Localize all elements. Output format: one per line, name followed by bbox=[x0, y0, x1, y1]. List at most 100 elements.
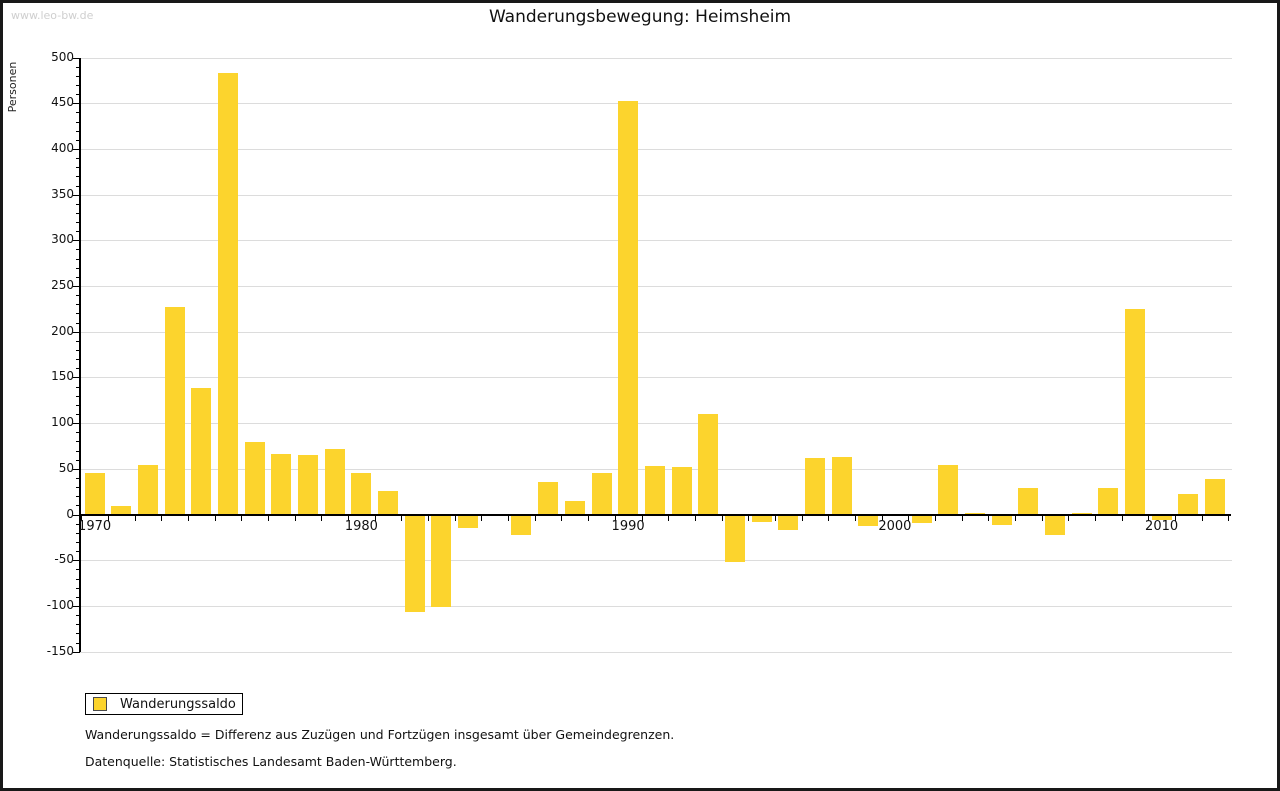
x-axis-tick bbox=[81, 515, 83, 521]
y-axis-tick bbox=[76, 587, 80, 589]
x-axis-tick bbox=[801, 515, 803, 521]
y-axis-tick bbox=[76, 541, 80, 543]
source-footnote: Datenquelle: Statistisches Landesamt Bad… bbox=[85, 754, 457, 769]
y-axis-tick bbox=[76, 304, 80, 306]
bar-1986 bbox=[511, 515, 532, 535]
y-axis-tick bbox=[76, 231, 80, 233]
y-axis-tick bbox=[76, 66, 80, 68]
y-axis-tick bbox=[73, 514, 80, 516]
y-axis-tick bbox=[76, 487, 80, 489]
x-axis-tick bbox=[428, 515, 430, 521]
y-axis-tick bbox=[76, 267, 80, 269]
x-axis-tick bbox=[854, 515, 856, 521]
x-axis-tick bbox=[108, 515, 109, 521]
y-axis-tick-label: 150 bbox=[51, 369, 74, 384]
y-axis-tick bbox=[76, 441, 80, 443]
bar-1973 bbox=[164, 307, 185, 515]
bar-1978 bbox=[298, 455, 318, 515]
y-axis-tick bbox=[73, 377, 80, 379]
y-axis-tick bbox=[73, 286, 80, 287]
bar-1981 bbox=[378, 490, 399, 515]
y-axis-tick bbox=[76, 505, 80, 507]
y-axis-tick bbox=[76, 121, 80, 123]
bar-1976 bbox=[244, 442, 265, 515]
x-axis-tick bbox=[534, 515, 536, 521]
x-axis-tick bbox=[268, 515, 269, 521]
y-axis-tick bbox=[73, 194, 80, 196]
x-axis-year-label: 1970 bbox=[78, 518, 112, 534]
x-axis-tick bbox=[588, 515, 590, 521]
y-axis-tick bbox=[76, 414, 80, 415]
bar-1992 bbox=[671, 467, 692, 515]
y-axis-tick-label: 300 bbox=[51, 232, 74, 247]
bar-1974 bbox=[191, 388, 212, 515]
y-axis-tick bbox=[76, 212, 80, 214]
x-axis-tick bbox=[774, 515, 776, 521]
y-axis-tick bbox=[76, 139, 80, 141]
y-axis-tick bbox=[73, 331, 80, 333]
y-axis-tick bbox=[76, 477, 80, 479]
y-axis-tick bbox=[76, 322, 80, 324]
y-axis-tick bbox=[76, 130, 80, 132]
definition-footnote: Wanderungssaldo = Differenz aus Zuzügen … bbox=[85, 727, 675, 742]
gridline bbox=[80, 148, 1232, 150]
x-axis-tick bbox=[561, 515, 563, 521]
x-axis-tick bbox=[294, 515, 296, 521]
x-axis-tick bbox=[188, 515, 189, 521]
chart-title: Wanderungsbewegung: Heimsheim bbox=[488, 7, 792, 27]
x-axis-year-label: 1980 bbox=[344, 518, 378, 534]
y-axis-tick bbox=[76, 258, 80, 260]
bar-2004 bbox=[991, 515, 1012, 525]
bar-1977 bbox=[271, 454, 292, 515]
gridline bbox=[80, 605, 1232, 607]
y-axis-tick bbox=[76, 359, 80, 361]
bar-2008 bbox=[1098, 488, 1119, 515]
y-axis-tick bbox=[73, 57, 80, 59]
x-axis-year-label: 2000 bbox=[878, 518, 912, 534]
bar-1983 bbox=[431, 515, 452, 607]
x-axis-tick bbox=[694, 515, 696, 521]
y-axis-tick bbox=[76, 112, 80, 114]
x-axis-tick bbox=[1228, 515, 1230, 521]
bar-1980 bbox=[351, 472, 372, 515]
y-axis-tick bbox=[73, 103, 80, 105]
bar-1988 bbox=[564, 500, 585, 515]
x-axis-tick bbox=[481, 515, 483, 521]
y-axis-tick bbox=[76, 203, 80, 205]
x-axis-tick bbox=[668, 515, 670, 521]
bar-2001 bbox=[911, 515, 932, 523]
legend: Wanderungssaldo bbox=[85, 693, 243, 715]
y-axis-tick bbox=[76, 633, 80, 635]
y-axis-tick bbox=[76, 158, 80, 159]
x-axis-tick bbox=[1201, 515, 1203, 521]
y-axis-tick-label: 200 bbox=[51, 323, 74, 338]
y-axis-tick bbox=[76, 596, 80, 598]
y-axis-tick bbox=[76, 176, 80, 178]
y-axis-tick bbox=[76, 615, 80, 616]
bar-1970 bbox=[84, 472, 105, 515]
bar-2011 bbox=[1178, 494, 1199, 515]
x-axis-tick bbox=[374, 515, 376, 521]
bar-1990 bbox=[618, 100, 639, 515]
gridline bbox=[80, 194, 1232, 196]
x-axis-year-label: 1990 bbox=[611, 518, 645, 534]
bar-1999 bbox=[858, 515, 879, 526]
gridline bbox=[80, 103, 1232, 105]
x-axis-tick bbox=[214, 515, 216, 521]
y-axis-tick bbox=[76, 395, 80, 397]
bar-2006 bbox=[1044, 515, 1065, 535]
y-axis-tick bbox=[73, 423, 80, 425]
x-axis-tick bbox=[241, 515, 243, 521]
y-axis-tick bbox=[73, 148, 80, 150]
x-axis-tick bbox=[321, 515, 323, 521]
y-axis-tick-label: -100 bbox=[46, 597, 74, 612]
gridline bbox=[80, 377, 1232, 379]
x-axis-line bbox=[79, 513, 1232, 516]
bar-2010 bbox=[1151, 515, 1172, 521]
y-axis-tick bbox=[76, 551, 80, 553]
gridline bbox=[80, 651, 1232, 653]
y-axis-tick bbox=[76, 569, 80, 571]
bar-1998 bbox=[831, 456, 852, 515]
watermark: www.leo-bw.de bbox=[11, 9, 94, 22]
y-axis-line bbox=[79, 57, 81, 652]
